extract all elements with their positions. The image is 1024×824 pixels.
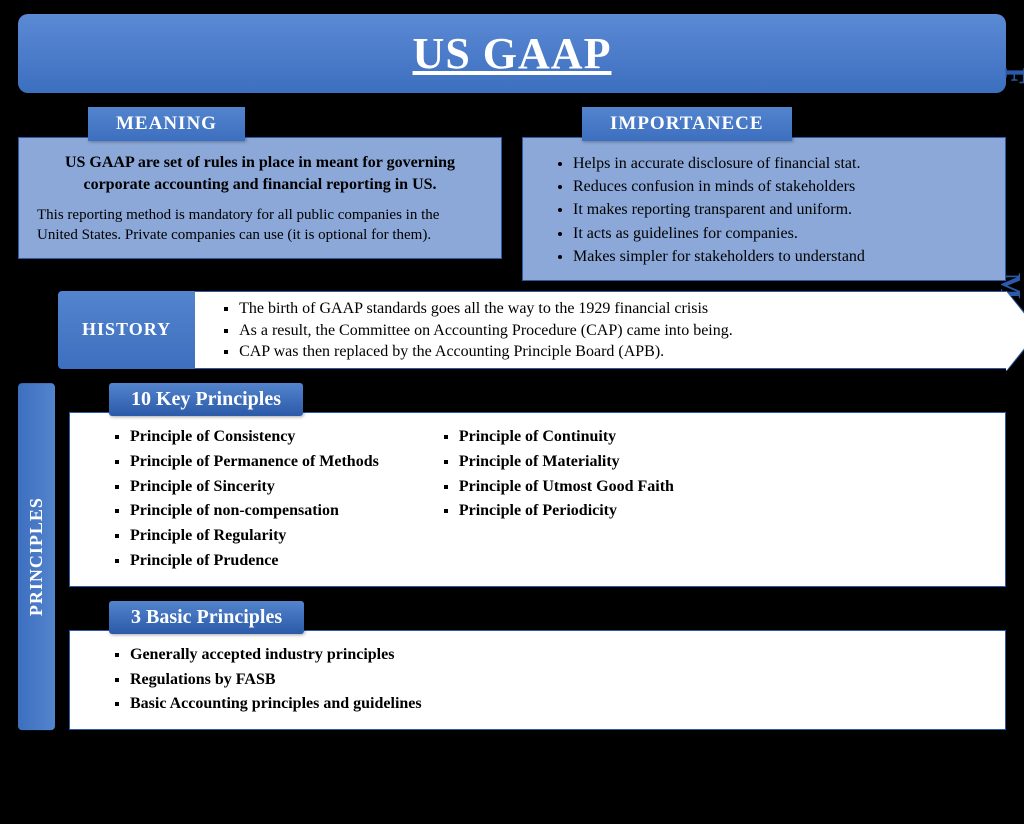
list-item: Helps in accurate disclosure of financia… [573, 152, 985, 175]
three-list: Generally accepted industry principles R… [110, 643, 981, 717]
title-banner: US GAAP [18, 14, 1006, 93]
list-item: Regulations by FASB [130, 668, 981, 693]
ten-left-list: Principle of Consistency Principle of Pe… [110, 425, 379, 574]
side-letter-f: F [997, 67, 1024, 84]
list-item: Principle of Regularity [130, 524, 379, 549]
principles-content: 10 Key Principles Principle of Consisten… [69, 383, 1006, 730]
ten-principles-header: 10 Key Principles [109, 383, 303, 416]
ten-right-list: Principle of Continuity Principle of Mat… [439, 425, 674, 574]
list-item: Makes simpler for stakeholders to unders… [573, 245, 985, 268]
list-item: Reduces confusion in minds of stakeholde… [573, 175, 985, 198]
history-section: HISTORY The birth of GAAP standards goes… [58, 291, 1006, 369]
list-item: Generally accepted industry principles [130, 643, 981, 668]
importance-list: Helps in accurate disclosure of financia… [553, 152, 985, 268]
list-item: Basic Accounting principles and guidelin… [130, 692, 981, 717]
principles-section: PRINCIPLES 10 Key Principles Principle o… [18, 383, 1006, 730]
list-item: Principle of Permanence of Methods [130, 450, 379, 475]
three-principles-body: Generally accepted industry principles R… [69, 630, 1006, 730]
list-item: Principle of Utmost Good Faith [459, 475, 674, 500]
importance-body: Helps in accurate disclosure of financia… [522, 137, 1006, 281]
top-row: MEANING US GAAP are set of rules in plac… [18, 107, 1006, 281]
history-header: HISTORY [58, 291, 195, 369]
list-item: It makes reporting transparent and unifo… [573, 198, 985, 221]
list-item: Principle of Consistency [130, 425, 379, 450]
meaning-body: US GAAP are set of rules in place in mea… [18, 137, 502, 259]
list-item: Principle of Sincerity [130, 475, 379, 500]
list-item: As a result, the Committee on Accounting… [239, 320, 966, 342]
history-list: The birth of GAAP standards goes all the… [219, 298, 966, 363]
meaning-header: MEANING [88, 107, 245, 141]
list-item: Principle of Periodicity [459, 499, 674, 524]
ten-principles-body: Principle of Consistency Principle of Pe… [69, 412, 1006, 587]
meaning-section: MEANING US GAAP are set of rules in plac… [18, 107, 502, 281]
list-item: Principle of non-compensation [130, 499, 379, 524]
meaning-bold-text: US GAAP are set of rules in place in mea… [37, 152, 483, 195]
ten-principles-box: 10 Key Principles Principle of Consisten… [69, 383, 1006, 587]
three-principles-box: 3 Basic Principles Generally accepted in… [69, 601, 1006, 730]
list-item: CAP was then replaced by the Accounting … [239, 341, 966, 363]
list-item: The birth of GAAP standards goes all the… [239, 298, 966, 320]
list-item: Principle of Prudence [130, 549, 379, 574]
importance-header: IMPORTANECE [582, 107, 792, 141]
list-item: Principle of Continuity [459, 425, 674, 450]
history-body: The birth of GAAP standards goes all the… [195, 291, 1006, 369]
three-principles-header: 3 Basic Principles [109, 601, 304, 634]
principles-tab: PRINCIPLES [18, 383, 55, 730]
importance-section: IMPORTANECE Helps in accurate disclosure… [522, 107, 1006, 281]
list-item: Principle of Materiality [459, 450, 674, 475]
list-item: It acts as guidelines for companies. [573, 222, 985, 245]
ten-principles-columns: Principle of Consistency Principle of Pe… [110, 425, 981, 574]
meaning-light-text: This reporting method is mandatory for a… [37, 205, 483, 246]
page-title: US GAAP [18, 28, 1006, 79]
